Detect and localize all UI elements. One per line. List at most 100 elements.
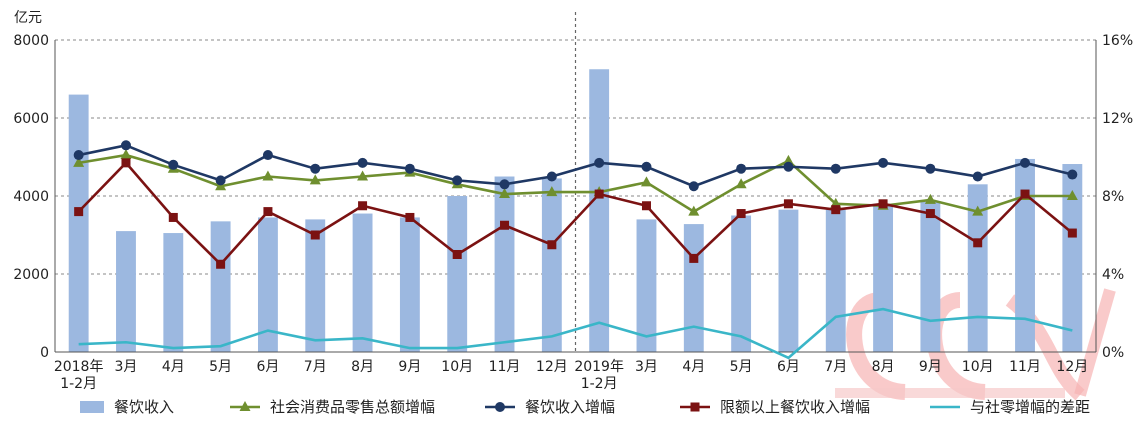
y-axis-unit-label: 亿元 [14, 10, 42, 26]
tick-labels-group: 020004000600080000%4%8%12%16%2018年1-2月3月… [13, 33, 1133, 392]
legend-label: 餐饮收入增幅 [525, 398, 615, 416]
series-line [78, 153, 1073, 214]
series-point [357, 157, 368, 168]
series-line [78, 307, 1073, 360]
series-point [688, 181, 699, 192]
bar [305, 219, 326, 352]
series-point [878, 199, 888, 209]
series-point [309, 174, 321, 185]
bar-series-group [68, 69, 1083, 352]
series-point [736, 209, 746, 219]
series-point [1067, 169, 1078, 180]
bar [1015, 158, 1035, 352]
series-point [1020, 157, 1031, 168]
bar [257, 217, 278, 352]
series-point [641, 161, 652, 172]
bar [731, 215, 752, 352]
watermark-stroke-1 [846, 292, 906, 400]
series-point [216, 259, 226, 269]
legend-label: 与社零增幅的差距 [970, 398, 1090, 416]
bar [352, 213, 373, 352]
series-point [404, 163, 415, 174]
bar [825, 209, 846, 352]
series-point [546, 171, 557, 182]
x-tick-label: 8月 [872, 359, 895, 375]
series-point [73, 150, 84, 161]
series-point [74, 207, 84, 217]
legend-label: 限额以上餐饮收入增幅 [720, 398, 870, 416]
series-point [73, 156, 85, 167]
bar [1062, 164, 1083, 352]
series-point [499, 179, 510, 190]
series-point [500, 220, 510, 230]
series-point [120, 140, 131, 151]
series-point [310, 230, 320, 240]
bar [589, 69, 610, 352]
bar [116, 231, 136, 352]
series-point [310, 163, 321, 174]
series-point [262, 150, 273, 161]
x-tick-label: 7月 [824, 359, 847, 375]
series-point [1066, 190, 1078, 200]
series-point [499, 188, 511, 199]
x-tick-label: 2019年 [574, 359, 624, 375]
series-point [357, 170, 369, 181]
series-point [973, 238, 983, 248]
series-point [1067, 228, 1077, 238]
series-point [215, 175, 226, 186]
axes-group [54, 40, 1097, 353]
legend-marker [239, 401, 251, 411]
series-point [405, 212, 415, 222]
line-series-group [73, 140, 1078, 360]
legend-marker [495, 402, 505, 412]
series-point [830, 163, 841, 174]
x-tick-label: 4月 [162, 359, 185, 375]
series-line [77, 160, 1074, 267]
watermark-stroke-4 [1074, 288, 1116, 397]
legend-label: 餐饮收入 [114, 398, 174, 416]
bar [210, 221, 231, 352]
series-point [972, 171, 983, 182]
series-point [547, 240, 557, 250]
x-tick-label: 3月 [115, 359, 138, 375]
series-point [263, 207, 273, 217]
bar [163, 233, 184, 352]
x-tick-label: 10月 [441, 359, 473, 375]
series-point [121, 158, 131, 168]
series-point [735, 178, 747, 189]
series-point [783, 161, 794, 172]
series-point [452, 175, 463, 186]
legend-marker [690, 402, 700, 412]
y-right-tick-label: 16% [1102, 33, 1133, 49]
legend-label: 社会消费品零售总额增幅 [270, 398, 435, 416]
bar [399, 217, 420, 352]
series-point [1020, 189, 1030, 199]
x-tick-label: 4月 [682, 359, 705, 375]
y-right-tick-label: 0% [1102, 345, 1124, 361]
series-point [736, 163, 747, 174]
watermark-bar [835, 388, 1065, 398]
legend: 餐饮收入 社会消费品零售总额增幅 餐饮收入增幅 限额以上餐饮收入增幅 与社零增幅的差距 [80, 398, 1090, 416]
y-left-tick-label: 0 [40, 345, 49, 361]
x-tick-label: 10月 [962, 359, 994, 375]
y-left-tick-label: 4000 [13, 189, 49, 205]
series-point [925, 163, 936, 174]
series-point [168, 212, 178, 222]
x-tick-label: 12月 [536, 359, 568, 375]
x-tick-label: 6月 [256, 359, 279, 375]
x-tick-label: 5月 [209, 359, 232, 375]
y-right-tick-label: 12% [1102, 111, 1133, 127]
y-right-tick-label: 4% [1102, 267, 1124, 283]
series-point [452, 250, 462, 259]
bar [967, 184, 988, 352]
series-point [120, 149, 132, 160]
x-tick-label: 8月 [351, 359, 374, 375]
series-point [831, 205, 841, 215]
series-point [783, 199, 793, 209]
x-tick-label: 5月 [730, 359, 753, 375]
x-tick-label: 6月 [777, 359, 800, 375]
x-tick-label: 11月 [1009, 359, 1041, 375]
series-point [262, 170, 274, 181]
y-left-tick-label: 2000 [13, 267, 49, 283]
